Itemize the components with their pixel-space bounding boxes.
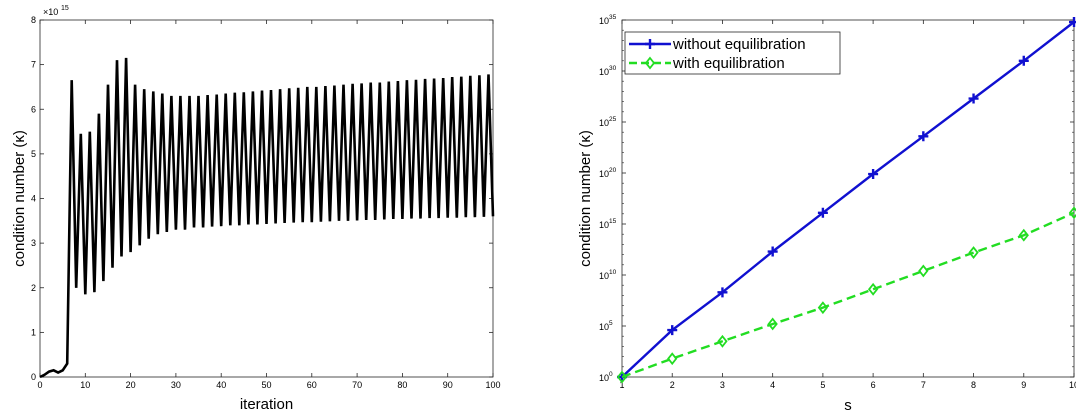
legend-entry: without equilibration [672,36,806,53]
y-tick-label: 4 [31,194,36,204]
chart-iteration-condition-number: 0 10 20 30 40 50 60 70 80 90 100 0 1 2 3 4 5 6 7 8 ×10 15 iter… [11,5,501,412]
y-exponent-base: ×10 [43,7,58,17]
data-point-diamond [918,264,929,278]
data-point-plus [1018,55,1029,66]
x-tick-label: 10 [1069,380,1076,390]
chart-s-condition-number: 1234567891010010510101015102010251030103… [577,14,1076,412]
x-tick-label: 7 [921,380,926,390]
data-point-diamond [667,352,678,366]
x-tick-label: 90 [443,380,453,390]
x-tick-label: 30 [171,380,181,390]
x-tick-label: 50 [261,380,271,390]
y-tick-label-exponent: 15 [609,218,617,225]
series-line [39,57,495,379]
y-tick-label: 8 [31,15,36,25]
data-point-plus [645,39,655,49]
legend-box [624,31,841,75]
y-tick-label-exponent: 10 [609,269,617,276]
data-point-diamond [1068,206,1076,220]
x-tick-label: 20 [126,380,136,390]
x-tick-label: 10 [80,380,90,390]
data-point-plus [868,169,879,180]
x-tick-label: 80 [397,380,407,390]
x-tick-label: 1 [619,380,624,390]
y-tick-label-base: 10 [599,16,609,26]
series-line-without-equilibration [621,21,1075,378]
data-point-plus [767,246,778,257]
series-line-with-equilibration [621,211,1075,379]
data-point-diamond [644,56,656,70]
data-point-diamond [968,246,979,260]
x-tick-label: 70 [352,380,362,390]
x-tick-label: 0 [37,380,42,390]
x-tick-label: 4 [770,380,775,390]
data-point-diamond [1018,228,1029,242]
y-tick-label-base: 10 [599,271,609,281]
data-point-plus [717,287,728,298]
data-point-plus [667,325,678,336]
y-tick-label: 2 [31,283,36,293]
x-axis-label: iteration [240,396,293,412]
x-tick-label: 60 [307,380,317,390]
y-tick-label-base: 10 [599,322,609,332]
y-tick-label-base: 10 [599,373,609,383]
data-point-plus [817,207,828,218]
y-tick-label: 1 [31,327,36,337]
y-axis-label: condition number (κ) [11,130,28,267]
data-point-diamond [767,317,778,331]
y-tick-label-exponent: 5 [609,320,613,327]
y-tick-label: 7 [31,60,36,70]
x-tick-label: 2 [670,380,675,390]
y-tick-label-exponent: 30 [609,65,617,72]
x-axis-label: s [844,397,852,412]
y-tick-label-base: 10 [599,67,609,77]
y-tick-label-exponent: 35 [609,14,617,21]
data-point-diamond [616,370,628,384]
y-tick-label-exponent: 0 [609,371,613,378]
y-tick-label: 5 [31,149,36,159]
data-point-plus [968,93,979,104]
data-point-diamond [817,301,829,315]
y-tick-label-base: 10 [599,118,609,128]
x-tick-label: 8 [971,380,976,390]
data-point-plus [1069,17,1076,28]
x-tick-label: 9 [1021,380,1026,390]
x-tick-label: 5 [820,380,825,390]
x-tick-label: 6 [871,380,876,390]
y-tick-label: 6 [31,104,36,114]
y-tick-label-exponent: 20 [609,167,617,174]
y-exponent: 15 [61,5,69,12]
y-axis-label: condition number (κ) [577,130,594,267]
y-tick-label-base: 10 [599,169,609,179]
x-tick-label: 40 [216,380,226,390]
x-tick-label: 3 [720,380,725,390]
y-tick-label: 3 [31,238,36,248]
data-point-diamond [717,334,728,348]
y-tick-label-exponent: 25 [609,116,617,123]
x-tick-label: 100 [485,380,500,390]
data-point-diamond [867,282,879,296]
legend-entry: with equilibration [672,55,785,72]
y-tick-label: 0 [31,372,36,382]
y-tick-label-base: 10 [599,220,609,230]
data-point-plus [918,131,929,142]
